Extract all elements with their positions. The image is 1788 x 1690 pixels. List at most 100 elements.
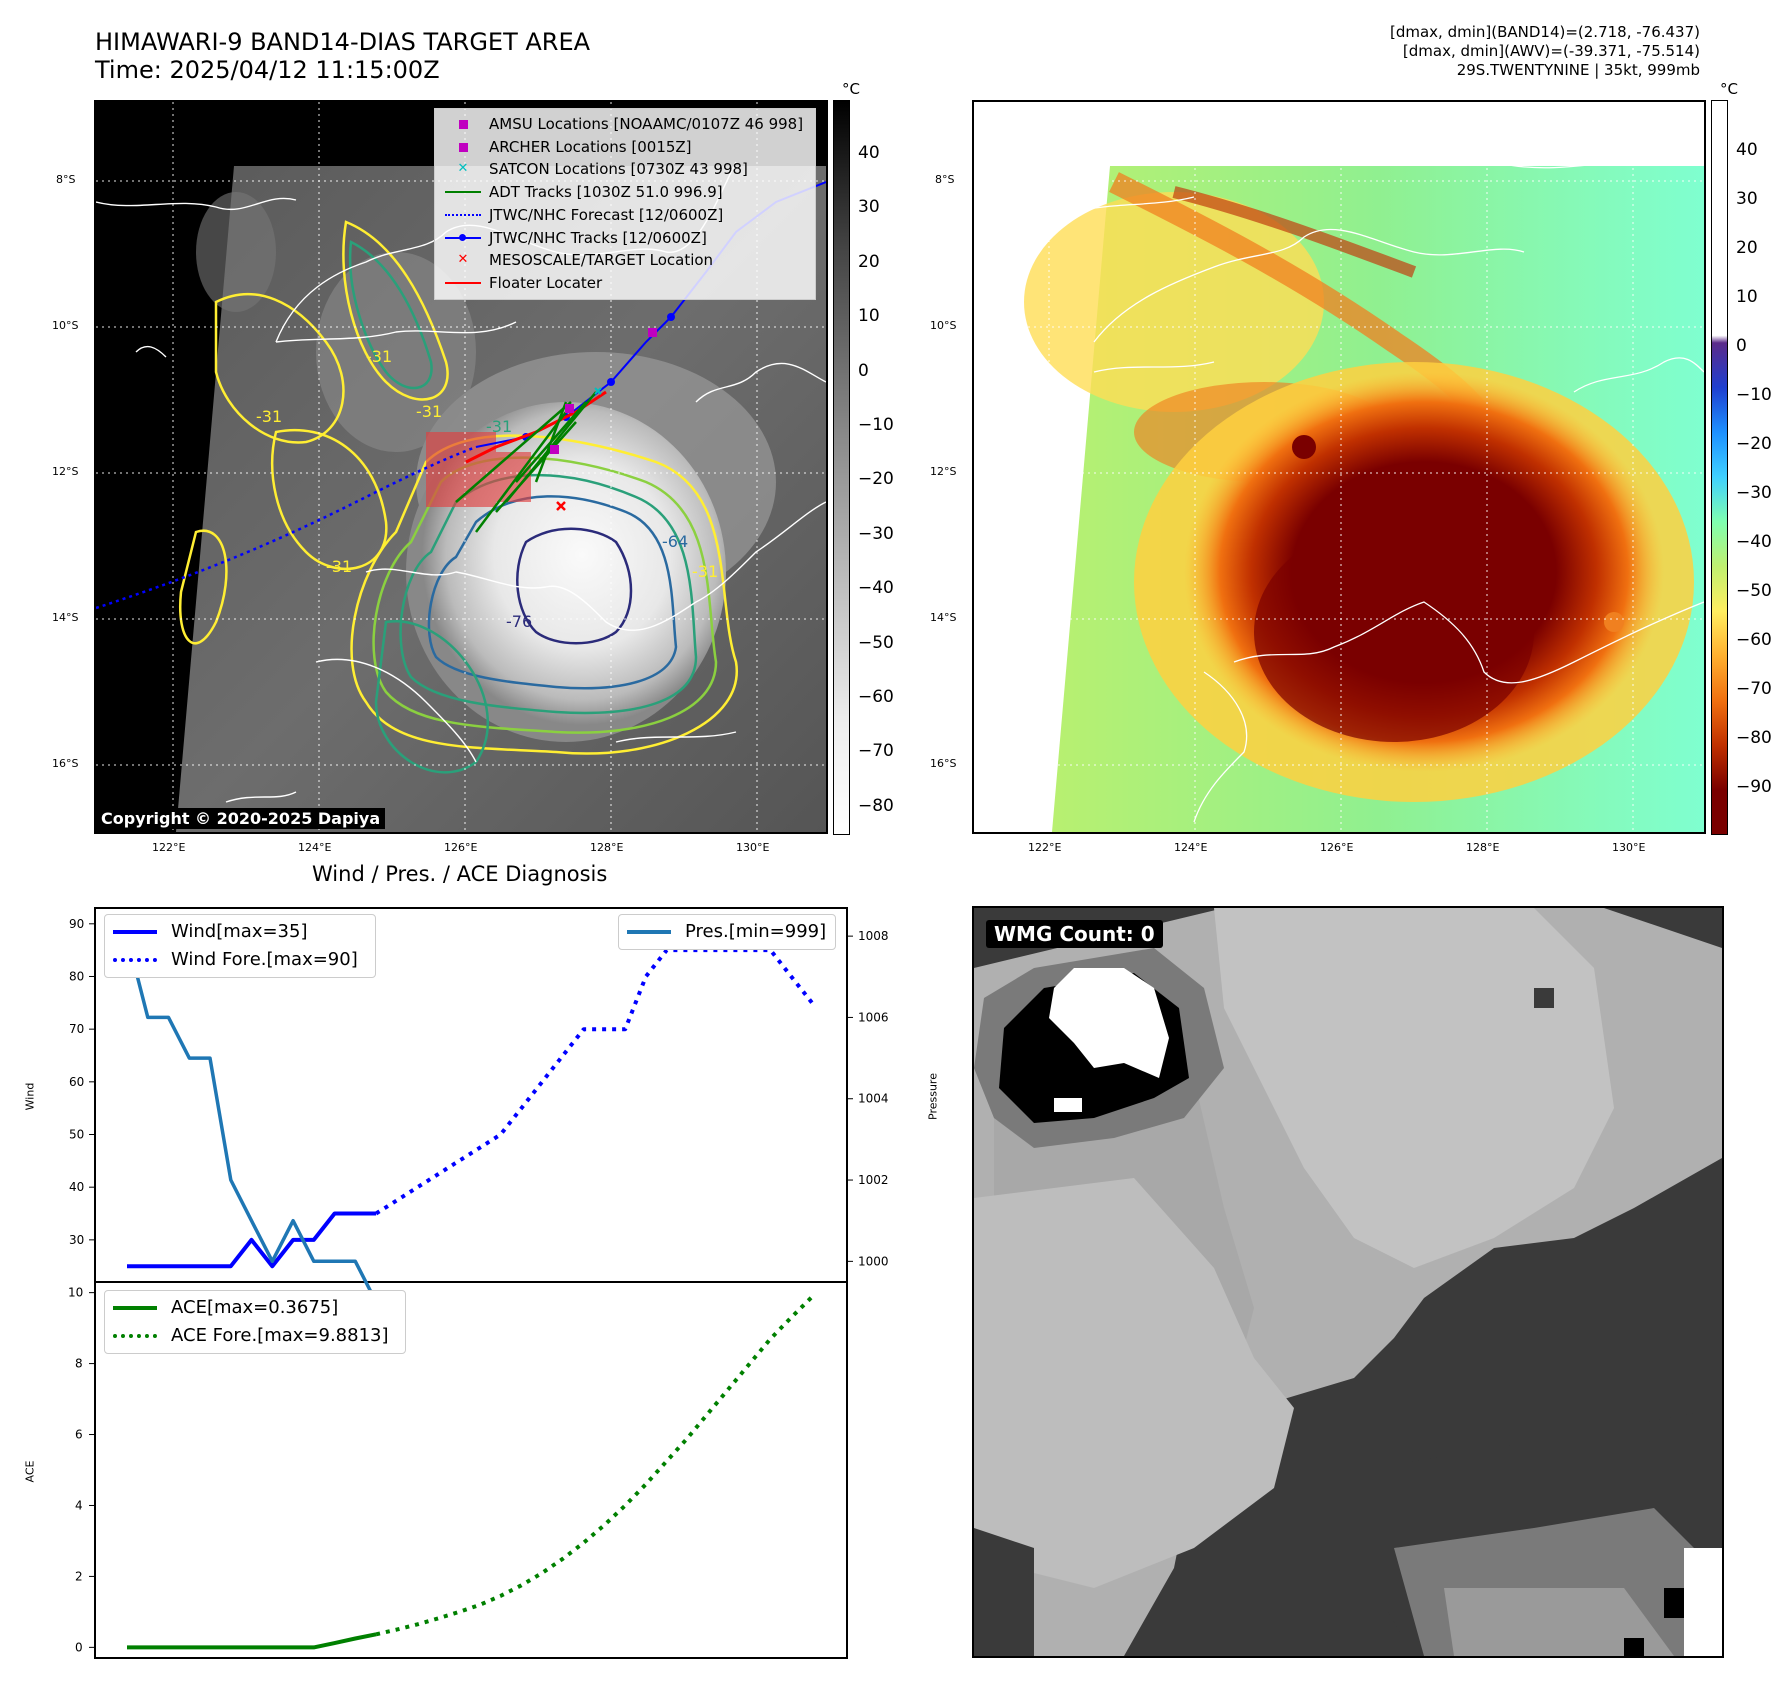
colorbar-unit: °C <box>1720 80 1738 98</box>
ace-legend: ACE[max=0.3675] ACE Fore.[max=9.8813] <box>104 1290 406 1354</box>
legend-item-floater: Floater Locater <box>443 272 807 295</box>
copyright-label: Copyright © 2020-2025 Dapiya <box>96 808 386 829</box>
wind-tick-label: 70 <box>69 1022 84 1036</box>
wind-tick-label: 80 <box>69 969 84 983</box>
colorbar-color-tick-label: −70 <box>1736 679 1772 699</box>
wind-ylabel: Wind <box>23 1082 37 1111</box>
colorbar-gray-tick-label: −80 <box>858 795 894 816</box>
legend-item-target: ✕ MESOSCALE/TARGET Location <box>457 251 714 270</box>
ace-tick-label: 0 <box>75 1640 83 1654</box>
lon-label: 126°E <box>1320 841 1354 854</box>
colorbar-gray-tick-label: −30 <box>858 523 894 544</box>
contour-label: -64 <box>662 532 688 551</box>
wind-tick-label: 30 <box>69 1233 84 1247</box>
pres-tick-label: 1006 <box>858 1010 889 1024</box>
colorbar-color-tick-label: −50 <box>1736 581 1772 601</box>
contour-label: -76 <box>506 612 532 631</box>
contour-label: -31 <box>326 557 352 576</box>
lon-label: 122°E <box>152 841 186 854</box>
pres-tick-label: 1000 <box>858 1254 889 1268</box>
lat-label: 10°S <box>930 319 957 332</box>
lon-label: 124°E <box>298 841 332 854</box>
colorbar-gray-tick-label: 0 <box>858 360 869 381</box>
contour-label: -31 <box>692 562 718 581</box>
lat-label: 10°S <box>52 319 79 332</box>
colorbar-gray-tick-label: −60 <box>858 687 894 707</box>
colorbar-gray-tick-label: 20 <box>858 251 880 272</box>
legend-ace-fore: ACE Fore.[max=9.8813] <box>113 1322 397 1350</box>
pres-tick-label: 1008 <box>858 929 889 943</box>
wind-tick-label: 60 <box>69 1075 84 1089</box>
legend-item-adt: ADT Tracks [1030Z 51.0 996.9] <box>443 181 807 204</box>
colorbar-color-tick-label: −40 <box>1736 532 1772 552</box>
lon-label: 128°E <box>590 841 624 854</box>
ace-tick-label: 2 <box>75 1569 83 1583</box>
pres-tick-label: 1004 <box>858 1092 889 1106</box>
lon-label: 122°E <box>1028 841 1062 854</box>
colorbar-color-tick-label: 0 <box>1736 336 1747 356</box>
pressure-line <box>125 935 378 1303</box>
ir-map-panel: -31 -31 -31 -31 -31 -31 -76 -64 AMSU Loc… <box>94 100 828 834</box>
legend-wind-fore: Wind Fore.[max=90] <box>113 946 367 974</box>
colorbar-color-tick-label: −80 <box>1736 728 1772 748</box>
lat-label: 8°S <box>935 173 955 186</box>
lat-label: 14°S <box>930 611 957 624</box>
info-awv: [dmax, dmin](AWV)=(-39.371, -75.514) <box>1402 42 1700 60</box>
wind-line <box>127 1211 377 1269</box>
colorbar-color-tick-label: −60 <box>1736 630 1772 650</box>
colorbar-gray-tick-label: 40 <box>858 143 880 163</box>
lat-label: 16°S <box>930 757 957 770</box>
wind-tick-label: 90 <box>69 917 84 931</box>
colorbar-unit: °C <box>842 80 860 98</box>
lon-label: 126°E <box>444 841 478 854</box>
lon-label: 128°E <box>1466 841 1500 854</box>
colorbar-gray-tick-label: 10 <box>858 306 880 327</box>
colorbar-color-tick-label: −30 <box>1736 483 1772 503</box>
lat-label: 12°S <box>52 465 79 478</box>
legend-item-amsu: AMSU Locations [NOAAMC/0107Z 46 998] <box>443 113 807 136</box>
ace-line <box>127 1632 377 1650</box>
awv-map-image <box>974 102 1704 832</box>
lat-label: 16°S <box>52 757 79 770</box>
legend-wind: Wind[max=35] <box>113 918 367 946</box>
contour-label: -31 <box>366 347 392 366</box>
lat-label: 14°S <box>52 611 79 624</box>
lat-label: 12°S <box>930 465 957 478</box>
awv-map-panel <box>972 100 1706 834</box>
wind-legend: Wind[max=35] Wind Fore.[max=90] <box>104 914 376 978</box>
ace-ylabel: ACE <box>23 1460 37 1483</box>
colorbar-gray-tick-label: −70 <box>858 741 894 762</box>
colorbar-color-tick-label: 30 <box>1736 189 1758 209</box>
colorbar-color-tick-label: −20 <box>1736 434 1772 454</box>
ace-tick-label: 6 <box>75 1428 83 1442</box>
colorbar-color-tick-label: −10 <box>1736 385 1772 405</box>
colorbar-gray-tick-label: −20 <box>858 469 894 490</box>
colorbar-gray-tick-label: 30 <box>858 197 880 218</box>
colorbar-color <box>1711 100 1728 835</box>
colorbar-color-tick-label: −90 <box>1736 777 1772 797</box>
legend-item-jtwc-tracks: JTWC/NHC Tracks [12/0600Z] <box>443 227 807 250</box>
legend-ace: ACE[max=0.3675] <box>113 1294 397 1322</box>
colorbar-gray-tick-label: −40 <box>858 578 894 599</box>
diagnosis-title: Wind / Pres. / ACE Diagnosis <box>312 862 608 886</box>
ace-tick-label: 4 <box>75 1498 83 1512</box>
contour-label: -31 <box>256 407 282 426</box>
figure-time: Time: 2025/04/12 11:15:00Z <box>95 56 440 84</box>
contour-label: -31 <box>486 417 512 436</box>
map-legend: AMSU Locations [NOAAMC/0107Z 46 998] ARC… <box>434 108 816 300</box>
wind-tick-label: 50 <box>69 1128 84 1142</box>
contour-label: -31 <box>416 402 442 421</box>
info-band14: [dmax, dmin](BAND14)=(2.718, -76.437) <box>1389 23 1700 41</box>
figure-title: HIMAWARI-9 BAND14-DIAS TARGET AREA <box>95 28 591 56</box>
lon-label: 124°E <box>1174 841 1208 854</box>
lon-label: 130°E <box>1612 841 1646 854</box>
ace-tick-label: 8 <box>75 1357 83 1371</box>
legend-item-archer: ARCHER Locations [0015Z] <box>443 136 807 159</box>
wmg-image <box>974 908 1722 1656</box>
ir-map-image: -31 -31 -31 -31 -31 -31 -76 -64 <box>96 102 826 832</box>
info-storm: 29S.TWENTYNINE | 35kt, 999mb <box>1456 61 1700 79</box>
pres-legend: Pres.[min=999] <box>618 914 836 950</box>
pres-ylabel: Pressure <box>926 1073 940 1120</box>
legend-item-satcon: ✕ SATCON Locations [0730Z 43 998] <box>457 160 748 179</box>
